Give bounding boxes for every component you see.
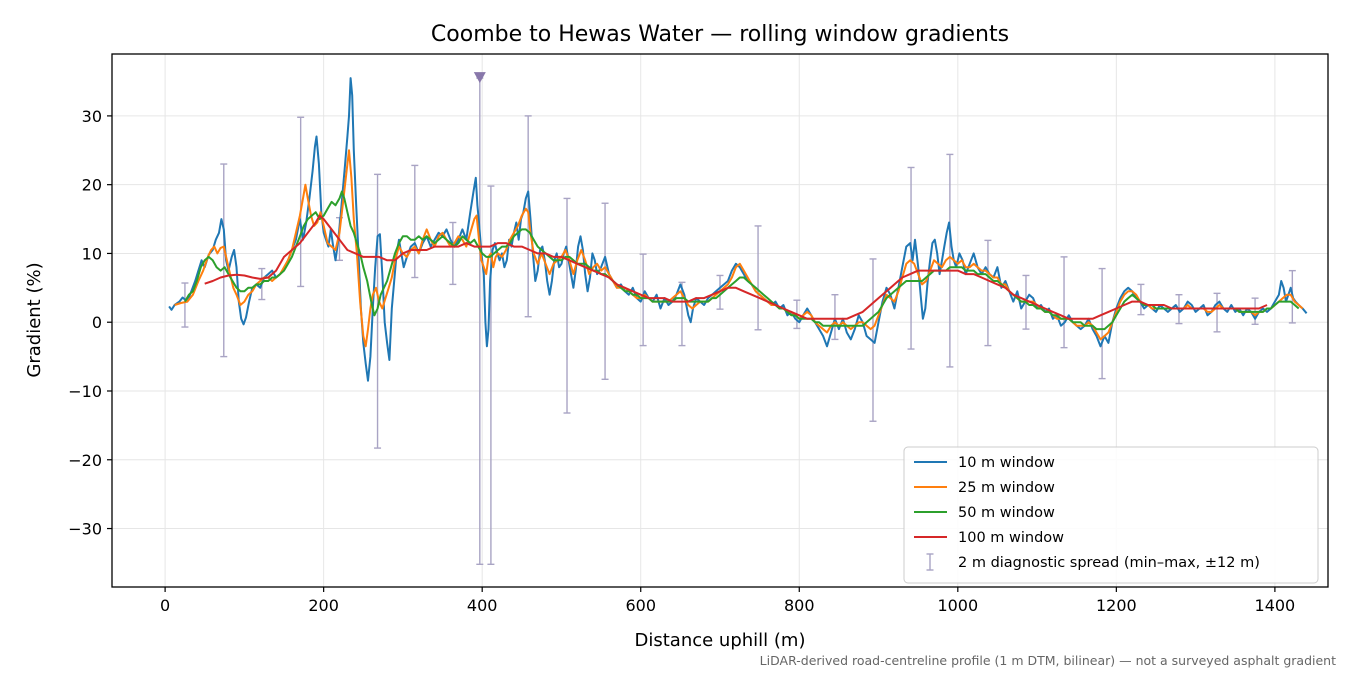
diagnostic-spread-bar xyxy=(449,221,457,286)
series-line-4 xyxy=(204,214,1268,320)
x-tick-label: 800 xyxy=(784,596,815,615)
diagnostic-spread-bar xyxy=(1137,283,1145,316)
y-tick-label: 10 xyxy=(82,244,102,263)
diagnostic-spread-bar xyxy=(487,185,495,566)
diagnostic-spread-bar xyxy=(907,166,915,350)
diagnostic-spread-bar xyxy=(411,164,419,279)
x-tick-label: 1200 xyxy=(1096,596,1137,615)
diagnostic-spread-bar xyxy=(374,173,382,449)
y-tick-label: −10 xyxy=(68,382,102,401)
diagnostic-spread-bar xyxy=(220,163,228,358)
diagnostic-spread-bar xyxy=(754,225,762,331)
y-tick-label: 20 xyxy=(82,176,102,195)
diagnostic-spread-bar xyxy=(181,282,189,328)
x-axis-label: Distance uphill (m) xyxy=(635,630,806,651)
markers xyxy=(473,72,486,84)
legend-label: 2 m diagnostic spread (min–max, ±12 m) xyxy=(958,555,1260,571)
y-tick-label: 30 xyxy=(82,107,102,126)
diagnostic-spread-bar xyxy=(869,258,877,422)
y-tick-label: −20 xyxy=(68,451,102,470)
diagnostic-spread-bar xyxy=(1213,292,1221,333)
y-tick-label: 0 xyxy=(92,313,102,332)
diagnostic-spread-bar xyxy=(1098,267,1106,380)
y-axis-label: Gradient (%) xyxy=(24,262,45,377)
x-tick-label: 200 xyxy=(308,596,339,615)
diagnostic-spread-bar xyxy=(297,116,305,288)
x-tick-label: 0 xyxy=(160,596,170,615)
x-axis-ticks: 0 200 400 600 800 1000 1200 1400 xyxy=(160,587,1295,615)
diagnostic-spread-bar xyxy=(639,253,647,347)
diagnostic-spread-bar xyxy=(984,239,992,347)
x-tick-label: 1400 xyxy=(1255,596,1296,615)
y-tick-label: −30 xyxy=(68,520,102,539)
diagnostic-spread-bar xyxy=(831,294,839,341)
x-tick-label: 1000 xyxy=(937,596,978,615)
legend-label: 10 m window xyxy=(958,455,1055,471)
series-line-3 xyxy=(184,190,1300,331)
diagnostic-spread-bar xyxy=(946,153,954,368)
legend: 10 m window 25 m window 50 m window 100 m w… xyxy=(903,446,1319,584)
series-line-2 xyxy=(174,149,1304,348)
diagnostic-spread-bar xyxy=(1060,256,1068,349)
diagnostic-spread-bar xyxy=(601,202,609,381)
legend-box xyxy=(903,446,1319,584)
footnote: LiDAR-derived road-centreline profile (1… xyxy=(760,653,1336,668)
x-tick-label: 400 xyxy=(467,596,498,615)
legend-label: 100 m window xyxy=(958,530,1064,546)
plot-frame xyxy=(111,53,1329,588)
x-tick-label: 600 xyxy=(625,596,656,615)
y-axis-ticks: −30 −20 −10 0 10 20 30 xyxy=(68,107,112,539)
chart-title: Coombe to Hewas Water — rolling window g… xyxy=(431,22,1009,47)
peak-marker-triangle xyxy=(473,72,486,84)
legend-label: 50 m window xyxy=(958,505,1055,521)
diagnostic-spread-bar xyxy=(563,197,571,414)
series-lines xyxy=(168,77,1308,382)
legend-label: 25 m window xyxy=(958,480,1055,496)
